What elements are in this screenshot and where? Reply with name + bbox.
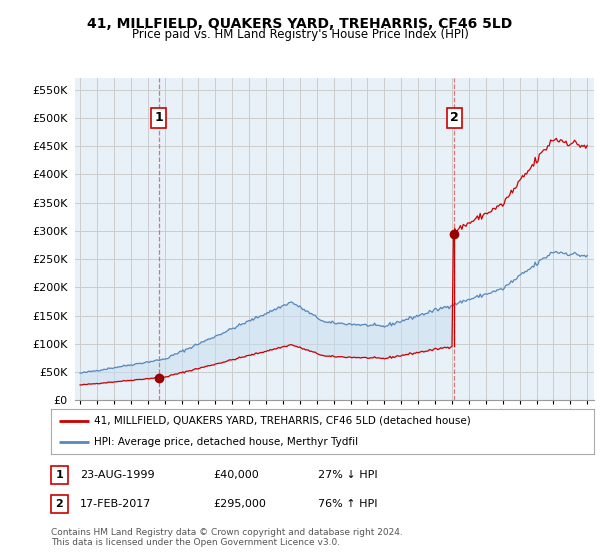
Text: 41, MILLFIELD, QUAKERS YARD, TREHARRIS, CF46 5LD: 41, MILLFIELD, QUAKERS YARD, TREHARRIS, … (88, 17, 512, 31)
Text: 17-FEB-2017: 17-FEB-2017 (80, 499, 151, 509)
Text: 1: 1 (56, 470, 63, 480)
Text: 2: 2 (449, 111, 458, 124)
Text: Price paid vs. HM Land Registry's House Price Index (HPI): Price paid vs. HM Land Registry's House … (131, 28, 469, 41)
Text: £295,000: £295,000 (213, 499, 266, 509)
Text: 27% ↓ HPI: 27% ↓ HPI (318, 470, 377, 480)
Text: 23-AUG-1999: 23-AUG-1999 (80, 470, 154, 480)
Text: 1: 1 (154, 111, 163, 124)
Text: HPI: Average price, detached house, Merthyr Tydfil: HPI: Average price, detached house, Mert… (94, 437, 359, 447)
Text: 76% ↑ HPI: 76% ↑ HPI (318, 499, 377, 509)
Text: 2: 2 (56, 499, 63, 509)
Text: Contains HM Land Registry data © Crown copyright and database right 2024.
This d: Contains HM Land Registry data © Crown c… (51, 528, 403, 547)
Text: 41, MILLFIELD, QUAKERS YARD, TREHARRIS, CF46 5LD (detached house): 41, MILLFIELD, QUAKERS YARD, TREHARRIS, … (94, 416, 471, 426)
Text: £40,000: £40,000 (213, 470, 259, 480)
